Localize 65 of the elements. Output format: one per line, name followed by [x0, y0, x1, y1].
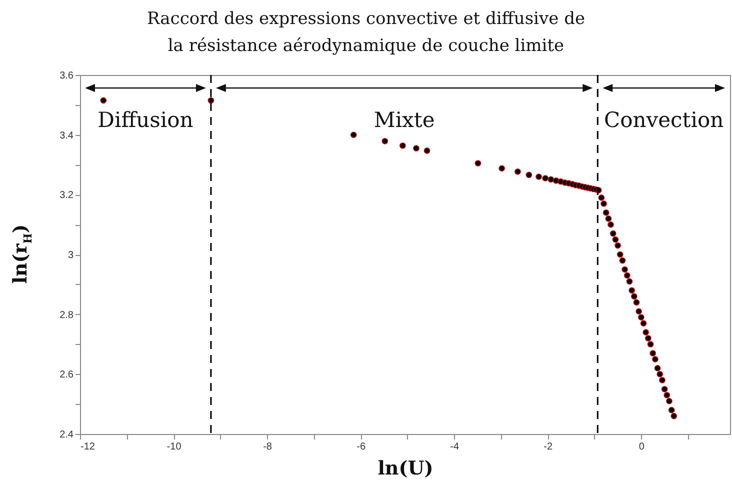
point [526, 172, 532, 178]
point [514, 168, 521, 175]
y-tick-label: 2.4 [60, 430, 74, 440]
point [622, 266, 628, 273]
point [542, 175, 548, 182]
point [474, 160, 482, 166]
point [100, 97, 107, 104]
point [400, 142, 406, 149]
point [647, 341, 654, 348]
point [642, 329, 649, 336]
point [659, 377, 666, 384]
point [640, 320, 647, 326]
x-tick-label: -2 [544, 442, 554, 452]
point [670, 412, 678, 420]
point [382, 138, 388, 144]
point [631, 293, 638, 300]
point [605, 215, 612, 222]
point [664, 392, 670, 398]
point [548, 176, 554, 183]
x-tick-label: -10 [166, 442, 182, 452]
chart-title: Raccord des expressions convective et diffusive de la résistance aérodynamique de couche limite [146, 8, 586, 58]
annotation: Convection [604, 108, 724, 132]
point [650, 350, 656, 356]
x-tick-label: -8 [263, 442, 272, 452]
point [619, 257, 626, 264]
y-tick-label: 2.8 [60, 310, 74, 321]
point [638, 314, 644, 320]
point [654, 365, 661, 372]
point [608, 221, 614, 228]
point [666, 398, 672, 404]
point [498, 165, 505, 172]
annotation: Mixte [374, 108, 435, 132]
point [598, 194, 605, 201]
y-tick-label: 3 [68, 250, 74, 261]
point [624, 272, 630, 279]
point [645, 335, 652, 342]
point [413, 145, 420, 152]
point [636, 308, 642, 314]
x-tick-label: 0 [638, 442, 645, 452]
point [612, 236, 619, 243]
point [614, 242, 621, 249]
y-tick-label: 3.6 [60, 70, 74, 82]
point [616, 251, 624, 258]
point [633, 299, 640, 306]
point [628, 287, 635, 294]
point [600, 200, 607, 207]
y-tick-label: 3.2 [60, 190, 74, 202]
point [610, 230, 616, 237]
point [656, 371, 663, 378]
point [536, 174, 542, 180]
point [626, 278, 633, 285]
point [350, 132, 357, 138]
x-tick-label: -4 [450, 442, 460, 452]
x-tick-label: -6 [356, 442, 366, 452]
point [668, 406, 675, 414]
point [661, 386, 668, 392]
y-tick-label: 3.4 [60, 130, 74, 142]
x-tick-label: -12 [80, 442, 96, 452]
point [424, 148, 430, 154]
point [652, 356, 658, 362]
point [208, 97, 214, 104]
annotation: Diffusion [98, 108, 194, 132]
point [602, 209, 610, 216]
y-tick-label: 2.6 [60, 370, 74, 381]
x-axis-title: ln(U) [378, 458, 434, 480]
